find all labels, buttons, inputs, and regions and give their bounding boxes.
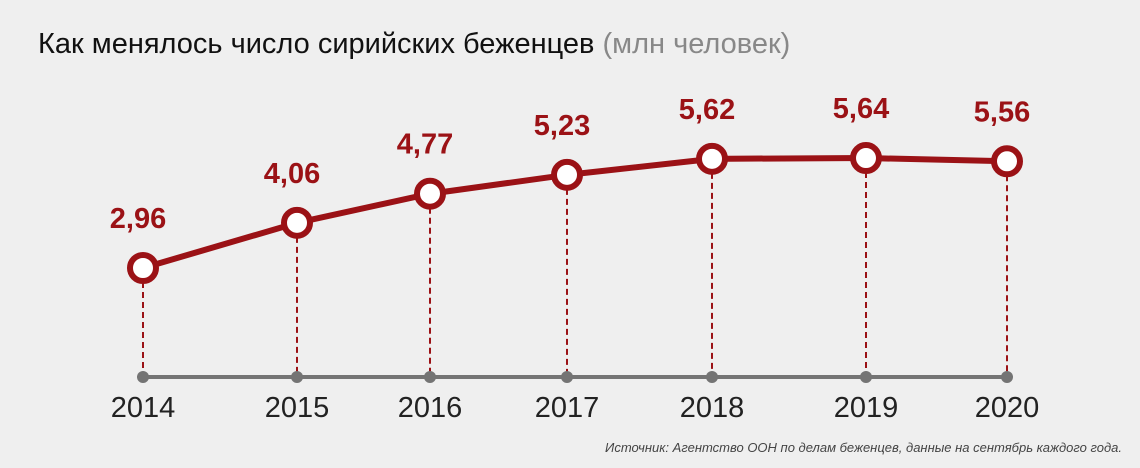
x-tick-label: 2020 (975, 392, 1040, 424)
unit-text: (млн человек) (602, 28, 791, 60)
axis-tick-dot (561, 371, 573, 383)
source-note: Источник: Агентство ООН по делам беженце… (605, 440, 1122, 455)
x-tick-label: 2015 (265, 392, 330, 424)
data-point (551, 158, 583, 191)
data-point (991, 145, 1023, 178)
data-point (850, 142, 882, 175)
data-label: 5,64 (833, 93, 889, 125)
chart-title: Как менялось число сирийских беженцев (м… (38, 28, 790, 61)
data-label: 5,23 (534, 110, 590, 142)
data-label: 5,62 (679, 94, 735, 126)
data-label: 5,56 (974, 96, 1030, 128)
axis-tick-dot (1001, 371, 1013, 383)
data-point (281, 206, 313, 239)
x-tick-label: 2014 (111, 392, 176, 424)
axis-tick-dot (424, 371, 436, 383)
x-tick-label: 2019 (834, 392, 899, 424)
axis-tick-dot (291, 371, 303, 383)
axis-tick-dot (706, 371, 718, 383)
axis-tick-dot (860, 371, 872, 383)
x-tick-label: 2017 (535, 392, 600, 424)
data-label: 2,96 (110, 203, 166, 235)
axis-tick-dot (137, 371, 149, 383)
title-text: Как менялось число сирийских беженцев (38, 28, 595, 60)
x-tick-label: 2018 (680, 392, 745, 424)
data-point (414, 177, 446, 210)
x-tick-label: 2016 (398, 392, 463, 424)
data-point (127, 252, 159, 284)
data-label: 4,06 (264, 158, 320, 190)
data-label: 4,77 (397, 129, 453, 161)
data-point (696, 142, 728, 175)
